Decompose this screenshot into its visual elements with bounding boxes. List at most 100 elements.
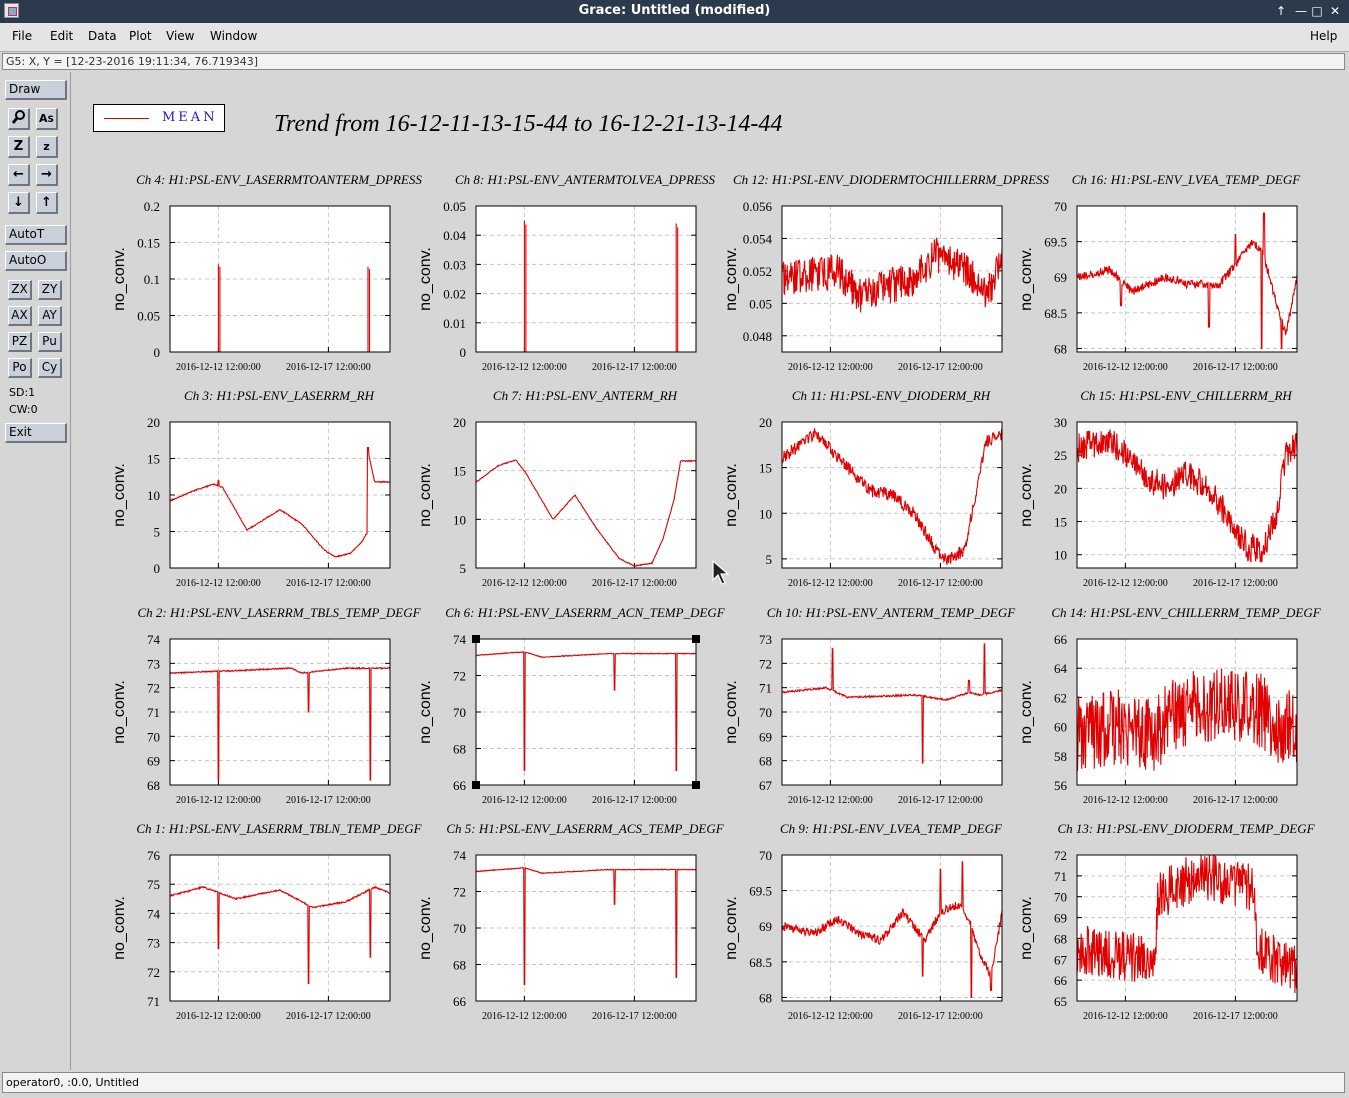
graph-title: Ch 3: H1:PSL-ENV_LASERRM_RH [184,388,375,403]
x-tick-label: 2016-12-12 12:00:00 [788,578,873,589]
graph-title: Ch 11: H1:PSL-ENV_DIODERM_RH [792,388,991,403]
plot-frame [169,638,391,786]
y-tick-label: 56 [1054,778,1068,793]
y-tick-label: 71 [1054,869,1067,884]
y-tick-label: 0 [154,345,161,360]
menu-edit[interactable]: Edit [50,29,74,43]
graph-title: Ch 14: H1:PSL-ENV_CHILLERRM_TEMP_DEGF [1051,605,1321,620]
x-tick-label: 2016-12-17 12:00:00 [286,795,371,806]
x-tick-label: 2016-12-12 12:00:00 [788,795,873,806]
window-title: Grace: Untitled (modified) [578,3,771,18]
graph-title: Ch 8: H1:PSL-ENV_ANTERMTOLVEA_DPRESS [455,172,715,187]
menu-plot[interactable]: Plot [129,29,152,43]
legend[interactable]: MEAN [93,104,225,132]
plot-frame [781,854,1003,1002]
magnifier-icon[interactable] [8,108,30,130]
zoom-in-icon[interactable]: Z [8,136,30,158]
series-line-mean [781,237,1003,313]
y-axis-label: no_conv. [417,896,434,960]
x-tick-label: 2016-12-17 12:00:00 [1193,578,1278,589]
y-axis-label: no_conv. [1018,680,1035,744]
menu-file[interactable]: File [12,29,33,43]
ay-button[interactable]: AY [38,306,62,326]
arrow-up-icon[interactable]: ↑ [36,192,58,214]
zoom-out-icon[interactable]: z [36,136,58,158]
y-tick-label: 0.01 [443,316,466,331]
draw-button[interactable]: Draw [5,80,67,100]
y-tick-label: 5 [766,552,773,567]
menu-window[interactable]: Window [210,29,258,43]
autotick-button[interactable]: AutoO [5,251,67,271]
y-tick-label: 30 [1054,415,1067,430]
y-tick-label: 72 [1054,848,1067,863]
x-tick-label: 2016-12-17 12:00:00 [898,1011,983,1022]
y-axis-label: no_conv. [723,680,740,744]
plot-frame [169,421,391,569]
zy-button[interactable]: ZY [38,280,62,300]
text-tool-icon[interactable]: AS [36,108,58,130]
y-tick-label: 69 [1054,270,1067,285]
plot-area-1 [170,206,390,352]
series-line-mean [1076,854,1298,994]
close-button[interactable]: ✕ [1329,4,1341,18]
arrow-left-icon[interactable]: ← [8,164,30,186]
pu-button[interactable]: Pu [38,332,62,352]
menu-view[interactable]: View [166,29,195,43]
menu-help[interactable]: Help [1310,29,1338,43]
y-tick-label: 68.5 [749,955,772,970]
y-tick-label: 74 [147,906,161,921]
y-axis-label: no_conv. [417,680,434,744]
plot-frame [1076,421,1298,569]
raise-window-button[interactable]: ↑ [1275,4,1287,18]
y-tick-label: 67 [1054,952,1068,967]
y-tick-label: 70 [453,705,466,720]
y-tick-label: 70 [1054,199,1067,214]
x-tick-label: 2016-12-12 12:00:00 [176,795,261,806]
menu-data[interactable]: Data [88,29,117,43]
y-tick-label: 68 [1054,341,1067,356]
y-tick-label: 68 [759,754,772,769]
y-tick-label: 74 [453,632,467,647]
graph-title: Ch 10: H1:PSL-ENV_ANTERM_TEMP_DEGF [767,605,1016,620]
maximize-button[interactable]: □ [1311,4,1323,18]
y-axis-label: no_conv. [1018,247,1035,311]
tool-panel: Draw AS Z z ← → ↓ ↑ AutoT AutoO ZX ZY AX… [0,72,71,1070]
autoscale-button[interactable]: AutoT [5,225,67,245]
x-tick-label: 2016-12-17 12:00:00 [898,362,983,373]
zx-button[interactable]: ZX [8,280,32,300]
y-tick-label: 0.048 [743,329,772,344]
y-tick-label: 0 [460,345,467,360]
plot-frame [169,854,391,1002]
locator-field: G5: X, Y = [12-23-2016 19:11:34, 76.7193… [2,53,1345,70]
y-tick-label: 66 [453,778,467,793]
x-tick-label: 2016-12-12 12:00:00 [176,578,261,589]
series-line-mean [1076,429,1298,563]
legend-line-swatch [104,118,149,119]
cy-button[interactable]: Cy [38,358,62,378]
y-tick-label: 73 [759,632,772,647]
series-line-mean [169,447,390,558]
graph-title: Ch 12: H1:PSL-ENV_DIODERMTOCHILLERRM_DPR… [733,172,1050,187]
pz-button[interactable]: PZ [8,332,32,352]
arrow-right-icon[interactable]: → [36,164,58,186]
exit-button[interactable]: Exit [5,423,67,443]
y-tick-label: 10 [759,506,772,521]
plot-area-2 [476,206,696,352]
x-tick-label: 2016-12-17 12:00:00 [898,578,983,589]
selection-handle [692,781,700,789]
y-tick-label: 5 [154,525,161,540]
series-line-mean [781,428,1003,565]
y-tick-label: 25 [1054,448,1067,463]
y-tick-label: 0.054 [743,231,773,246]
graph-title: Ch 6: H1:PSL-ENV_LASERRM_ACN_TEMP_DEGF [445,605,726,620]
minimize-button[interactable]: — [1295,4,1307,18]
y-tick-label: 74 [453,848,467,863]
arrow-down-icon[interactable]: ↓ [8,192,30,214]
y-tick-label: 66 [1054,973,1068,988]
y-axis-label: no_conv. [111,247,128,311]
y-axis-label: no_conv. [1018,463,1035,527]
y-tick-label: 0.05 [749,296,772,311]
y-tick-label: 67 [759,778,773,793]
po-button[interactable]: Po [8,358,32,378]
ax-button[interactable]: AX [8,306,32,326]
